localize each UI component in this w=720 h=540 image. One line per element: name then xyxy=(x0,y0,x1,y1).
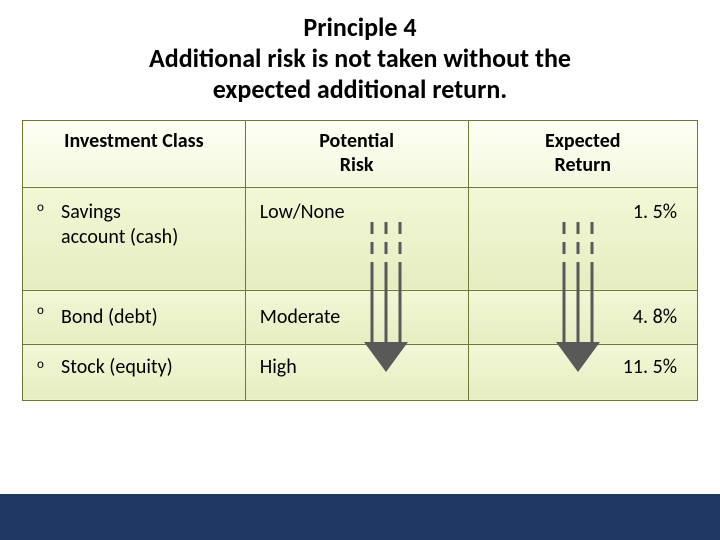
table-header-row: Investment Class Potential Risk Expected… xyxy=(23,120,698,187)
cell-risk: Moderate xyxy=(245,290,468,344)
cell-risk: High xyxy=(245,344,468,400)
header-class-text: Investment Class xyxy=(64,129,203,153)
bullet-icon: o xyxy=(37,303,44,319)
bullet-icon: o xyxy=(37,357,44,373)
slide-title: Principle 4 Additional risk is not taken… xyxy=(0,0,720,114)
class-line1: Bond (debt) xyxy=(61,305,231,330)
title-line-1: Principle 4 xyxy=(60,12,660,43)
class-line1: Stock (equity) xyxy=(61,355,231,380)
header-expected-return: Expected Return xyxy=(468,120,698,187)
investment-table-wrap: Investment Class Potential Risk Expected… xyxy=(22,120,698,401)
header-investment-class: Investment Class xyxy=(23,120,246,187)
table-row: o Savings account (cash) Low/None 1. 5% xyxy=(23,187,698,290)
title-line-3: expected additional return. xyxy=(60,74,660,105)
cell-return: 4. 8% xyxy=(468,290,698,344)
class-line1: Savings xyxy=(61,200,231,225)
bullet-icon: o xyxy=(37,200,44,216)
cell-risk: Low/None xyxy=(245,187,468,290)
cell-class: o Savings account (cash) xyxy=(23,187,246,290)
cell-return: 1. 5% xyxy=(468,187,698,290)
cell-class: o Bond (debt) xyxy=(23,290,246,344)
table-row: o Bond (debt) Moderate 4. 8% xyxy=(23,290,698,344)
investment-table: Investment Class Potential Risk Expected… xyxy=(22,120,698,401)
header-return-l1: Expected xyxy=(475,129,692,153)
cell-return: 11. 5% xyxy=(468,344,698,400)
class-line2: account (cash) xyxy=(61,225,231,250)
header-risk-l1: Potential xyxy=(252,129,462,153)
header-risk-l2: Risk xyxy=(252,153,462,177)
title-line-2: Additional risk is not taken without the xyxy=(60,43,660,74)
cell-class: o Stock (equity) xyxy=(23,344,246,400)
header-potential-risk: Potential Risk xyxy=(245,120,468,187)
footer-bar xyxy=(0,494,720,540)
table-row: o Stock (equity) High 11. 5% xyxy=(23,344,698,400)
header-return-l2: Return xyxy=(475,153,692,177)
